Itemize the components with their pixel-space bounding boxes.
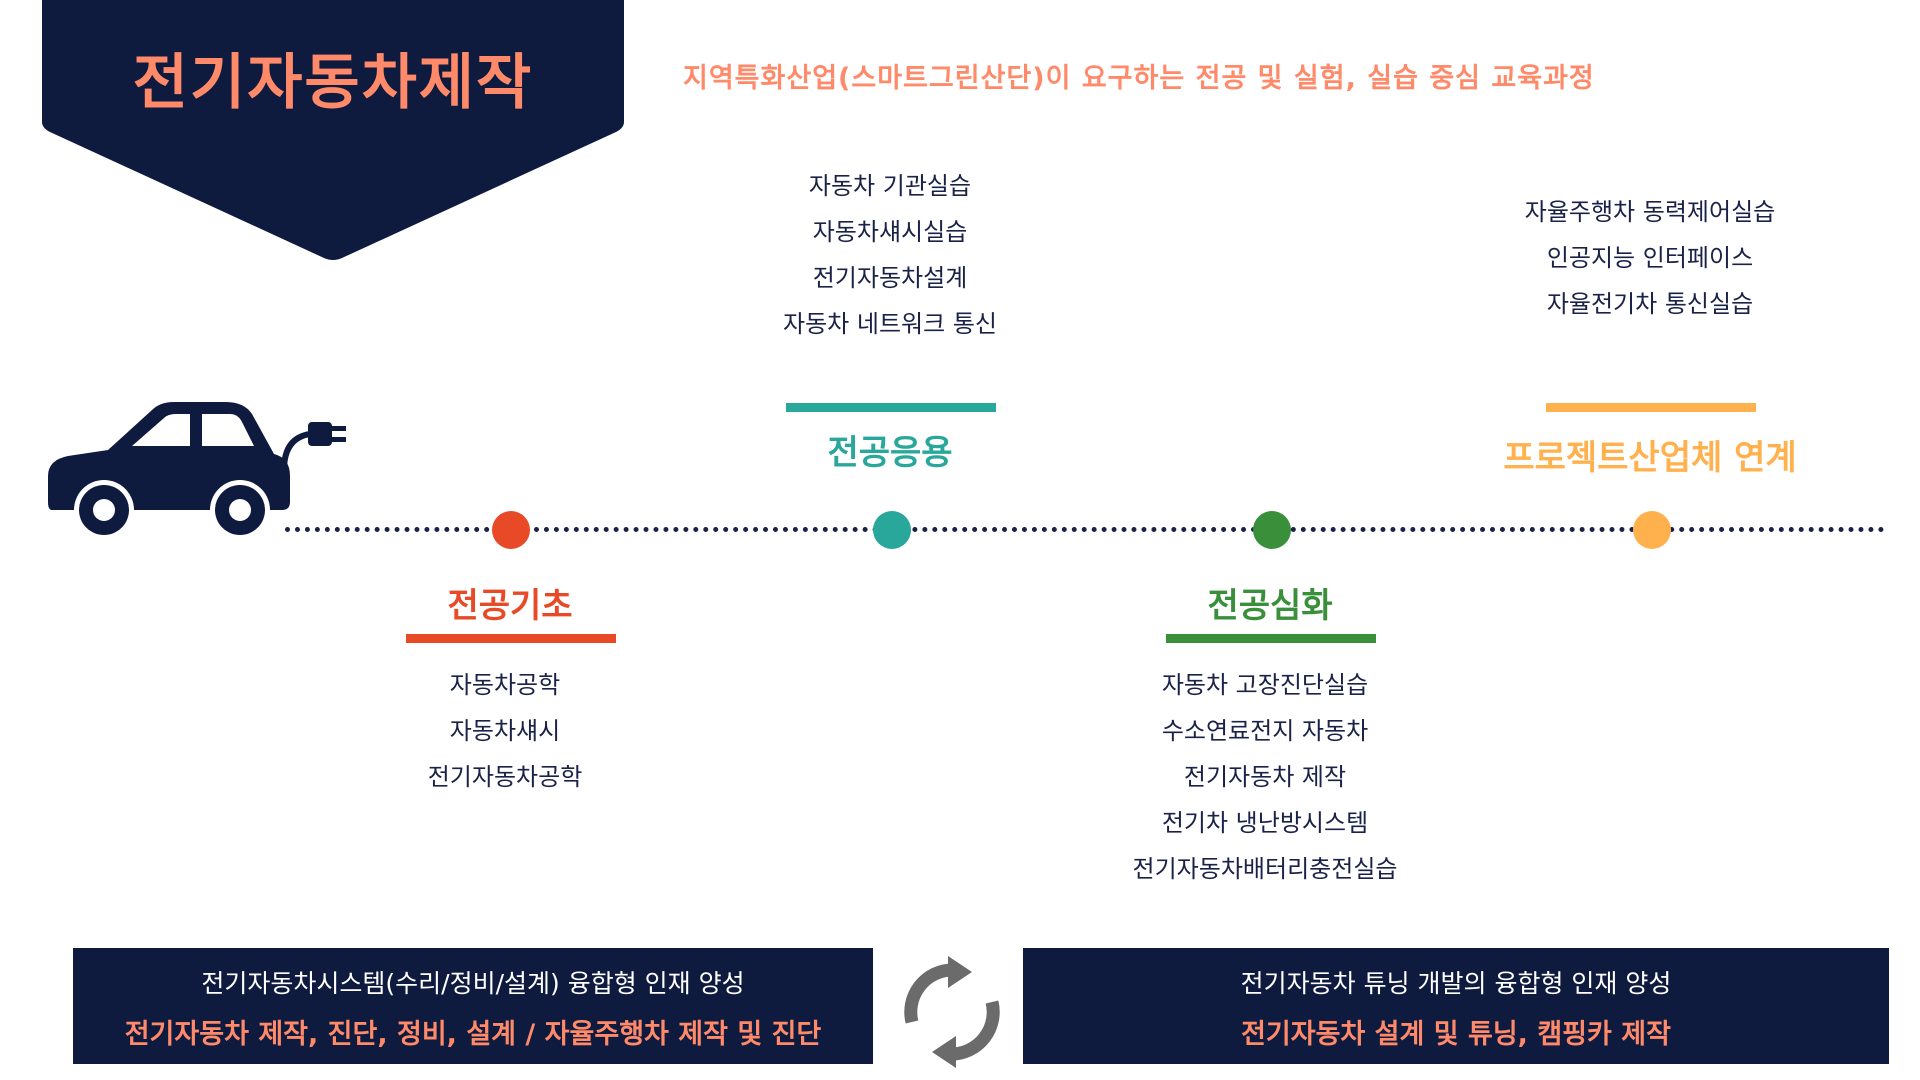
course-item: 인공지능 인터페이스 <box>1546 244 1754 272</box>
course-item: 자동차섀시 <box>449 717 561 745</box>
basic-stage-bar <box>406 634 616 643</box>
course-item: 전기자동차설계 <box>812 264 968 292</box>
course-item: 자동차 기관실습 <box>808 172 972 200</box>
advanced-stage-bar <box>1166 634 1376 643</box>
applied-stage-dot <box>873 511 911 549</box>
industry-course-list: 자율주행차 동력제어실습 인공지능 인터페이스 자율전기차 통신실습 <box>1490 189 1810 327</box>
bottom-left-line1: 전기자동차시스템(수리/정비/설계) 융합형 인재 양성 <box>201 969 745 998</box>
industry-stage-bar <box>1546 403 1756 412</box>
page-subtitle: 지역특화산업(스마트그린산단)이 요구하는 전공 및 실험, 실습 중심 교육과… <box>683 63 1595 94</box>
title-banner: 전기자동차제작 <box>42 0 624 262</box>
bottom-left-line2: 전기자동차 제작, 진단, 정비, 설계 / 자율주행차 제작 및 진단 <box>124 1019 822 1050</box>
electric-car-icon <box>48 402 346 540</box>
bottom-right-box: 전기자동차 튜닝 개발의 융합형 인재 양성 전기자동차 설계 및 튜닝, 캠핑… <box>1023 948 1889 1064</box>
title-banner-shape <box>42 0 624 260</box>
bottom-right-line1: 전기자동차 튜닝 개발의 융합형 인재 양성 <box>1240 969 1672 998</box>
applied-course-list: 자동차 기관실습 자동차섀시실습 전기자동차설계 자동차 네트워크 통신 <box>740 163 1040 347</box>
advanced-stage-dot <box>1253 511 1291 549</box>
course-item: 전기자동차 제작 <box>1183 763 1347 791</box>
course-item: 수소연료전지 자동차 <box>1161 717 1369 745</box>
applied-stage-bar <box>786 403 996 412</box>
basic-course-list: 자동차공학 자동차섀시 전기자동차공학 <box>355 662 655 800</box>
course-item: 자동차공학 <box>449 671 561 699</box>
course-item: 자동차섀시실습 <box>812 218 968 246</box>
cycle-arrows-icon <box>904 956 1000 1068</box>
applied-stage-title: 전공응용 <box>827 433 953 473</box>
course-item: 전기차 냉난방시스템 <box>1161 809 1369 837</box>
page-title: 전기자동차제작 <box>132 48 534 118</box>
timeline-line <box>285 527 1885 532</box>
course-item: 전기자동차배터리충전실습 <box>1132 855 1398 883</box>
bottom-right-line2: 전기자동차 설계 및 튜닝, 캠핑카 제작 <box>1241 1019 1671 1050</box>
course-item: 자동차 고장진단실습 <box>1161 671 1369 699</box>
advanced-course-list: 자동차 고장진단실습 수소연료전지 자동차 전기자동차 제작 전기차 냉난방시스… <box>1095 662 1435 892</box>
course-item: 자율주행차 동력제어실습 <box>1524 198 1776 226</box>
basic-stage-title: 전공기초 <box>447 586 573 626</box>
course-item: 자동차 네트워크 통신 <box>783 310 997 338</box>
advanced-stage-title: 전공심화 <box>1207 586 1333 626</box>
bottom-left-box: 전기자동차시스템(수리/정비/설계) 융합형 인재 양성 전기자동차 제작, 진… <box>73 948 873 1064</box>
industry-stage-title: 프로젝트산업체 연계 <box>1503 438 1797 478</box>
course-item: 자율전기차 통신실습 <box>1546 290 1754 318</box>
basic-stage-dot <box>492 511 530 549</box>
industry-stage-dot <box>1633 511 1671 549</box>
course-item: 전기자동차공학 <box>427 763 583 791</box>
